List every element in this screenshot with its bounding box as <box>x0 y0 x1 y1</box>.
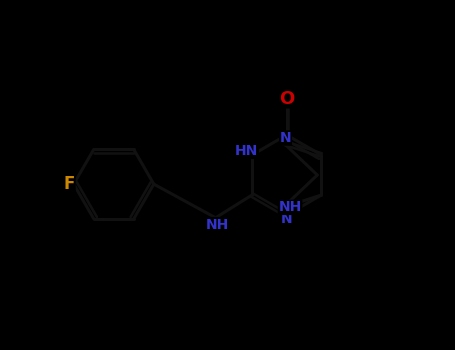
Text: N: N <box>281 212 293 226</box>
Text: HN: HN <box>235 144 258 158</box>
Text: F: F <box>63 175 75 193</box>
Text: NH: NH <box>278 201 302 215</box>
Text: O: O <box>279 90 294 108</box>
Text: N: N <box>280 131 291 145</box>
Text: NH: NH <box>206 218 229 232</box>
